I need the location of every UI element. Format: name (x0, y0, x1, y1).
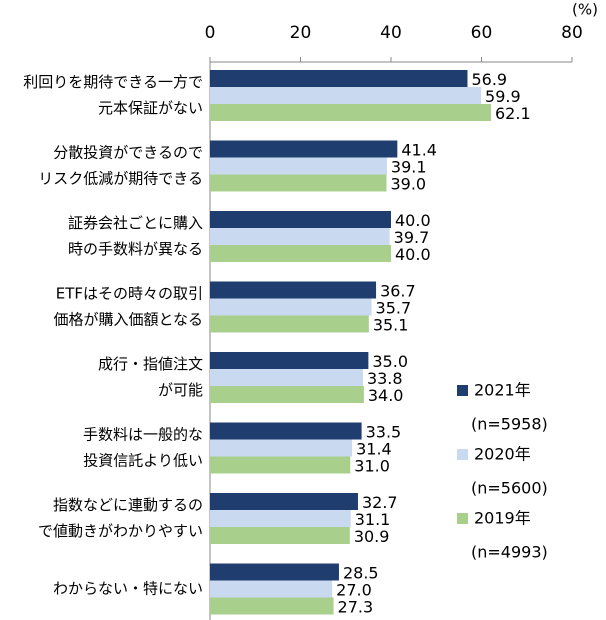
legend-sample: (n=5958) (471, 415, 548, 434)
axis-unit: (%) (572, 1, 598, 19)
legend-swatch (457, 449, 468, 460)
bar (210, 298, 372, 316)
bar (210, 87, 482, 104)
value-label: 39.1 (391, 158, 427, 177)
x-tick-label: 80 (561, 23, 583, 43)
bar (210, 369, 363, 386)
value-label: 34.0 (368, 386, 404, 405)
bar (210, 104, 492, 121)
value-label: 28.5 (343, 564, 379, 583)
bar (210, 422, 362, 440)
x-tick-label: 60 (471, 23, 493, 43)
legend-sample: (n=4993) (471, 543, 548, 562)
bar (210, 157, 387, 175)
legend-label: 2021年 (474, 381, 531, 400)
category-label: 利回りを期待できる一方で (23, 73, 203, 91)
category-label: 元本保証がない (98, 99, 203, 117)
x-tick-label: 20 (290, 23, 312, 43)
value-label: 39.7 (394, 228, 430, 247)
value-label: 31.4 (356, 440, 392, 459)
bar (210, 456, 351, 474)
category-label: が可能 (158, 381, 203, 399)
bar (210, 228, 390, 245)
category-label: ETFはその時々の取引 (56, 285, 203, 303)
bar (210, 315, 369, 333)
value-label: 35.1 (373, 316, 409, 335)
category-label: わからない・特にない (53, 580, 203, 598)
bar (210, 597, 334, 615)
bar (210, 527, 350, 544)
legend-swatch (457, 513, 468, 524)
value-label: 31.1 (355, 510, 391, 529)
bar (210, 174, 387, 192)
value-label: 31.0 (354, 457, 390, 476)
value-label: 36.7 (380, 282, 416, 301)
legend-swatch (457, 385, 468, 396)
category-label: 投資信託より低い (83, 452, 203, 470)
bar (210, 245, 391, 262)
category-label: 証券会社ごとに購入 (68, 214, 203, 232)
bar (210, 352, 369, 369)
value-label: 35.7 (376, 299, 412, 318)
category-label: で値動きがわかりやすい (38, 522, 203, 540)
category-label: リスク低減が期待できる (38, 170, 203, 188)
value-label: 35.0 (372, 352, 408, 371)
legend-sample: (n=5600) (471, 479, 548, 498)
category-label: 価格が購入価額となる (53, 311, 203, 329)
x-tick-label: 0 (205, 23, 216, 43)
value-label: 40.0 (395, 211, 431, 230)
category-label: 分散投資ができるので (53, 144, 203, 162)
bar (210, 580, 333, 598)
value-label: 41.4 (401, 141, 437, 160)
value-label: 39.0 (390, 175, 426, 194)
bar (210, 140, 398, 158)
bar (210, 510, 351, 527)
x-tick-label: 40 (380, 23, 402, 43)
legend-label: 2019年 (474, 509, 531, 528)
value-label: 40.0 (395, 245, 431, 264)
value-label: 33.8 (367, 369, 403, 388)
value-label: 59.9 (485, 87, 521, 106)
bar (210, 493, 358, 510)
value-label: 30.9 (354, 527, 390, 546)
bar (210, 563, 339, 581)
category-label: 指数などに連動するの (53, 496, 203, 514)
category-label: 手数料は一般的な (83, 426, 203, 444)
value-label: 56.9 (471, 70, 507, 89)
bar (210, 211, 391, 228)
category-label: 成行・指値注文 (98, 355, 203, 373)
value-label: 27.0 (336, 581, 372, 600)
bar (210, 386, 364, 403)
value-label: 33.5 (366, 423, 402, 442)
value-label: 27.3 (338, 598, 374, 617)
category-label: 時の手数料が異なる (68, 240, 203, 258)
bar (210, 70, 468, 87)
legend-label: 2020年 (474, 445, 531, 464)
value-label: 32.7 (362, 493, 398, 512)
bar (210, 439, 353, 457)
value-label: 62.1 (495, 104, 531, 123)
bar (210, 281, 377, 299)
